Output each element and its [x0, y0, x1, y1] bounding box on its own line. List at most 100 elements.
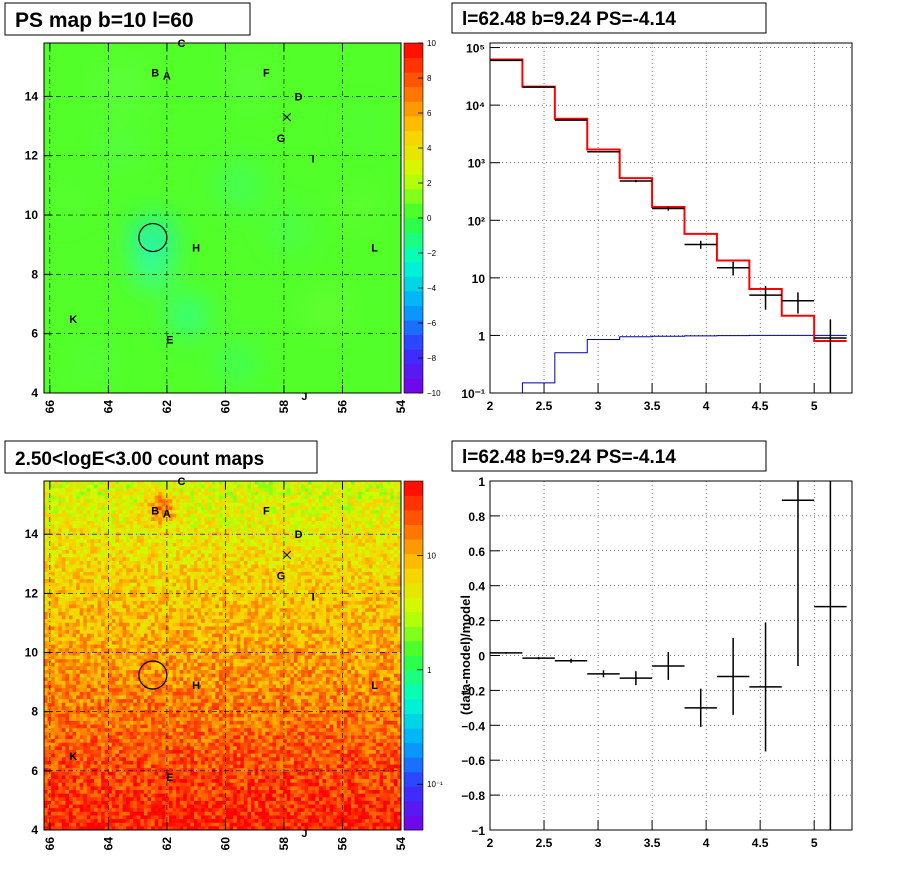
map-cell: [358, 640, 363, 645]
map-cell: [393, 626, 398, 631]
map-cell: [108, 495, 113, 500]
map-cell: [247, 586, 252, 591]
map-cell: [133, 491, 138, 496]
map-cell: [104, 539, 109, 544]
map-cell: [72, 510, 77, 515]
map-cell: [247, 484, 252, 489]
map-cell: [193, 520, 198, 525]
map-cell: [268, 495, 273, 500]
map-cell: [72, 579, 77, 584]
map-cell: [83, 608, 88, 613]
map-cell: [290, 622, 295, 627]
map-cell: [229, 611, 234, 616]
map-cell: [190, 651, 195, 656]
map-cell: [233, 517, 238, 522]
map-cell: [129, 488, 134, 493]
colorbar-step: [404, 130, 423, 146]
map-cell: [229, 535, 234, 540]
map-cell: [347, 586, 352, 591]
map-cell: [129, 626, 134, 631]
map-cell: [101, 648, 105, 653]
map-cell: [379, 557, 384, 562]
map-cell: [336, 499, 341, 504]
map-cell: [143, 557, 148, 562]
map-cell: [376, 568, 380, 573]
map-cell: [368, 557, 373, 562]
map-cell: [329, 539, 334, 544]
map-cell: [247, 499, 252, 504]
map-cell: [186, 633, 191, 638]
map-cell: [129, 597, 134, 602]
map-cell: [340, 502, 345, 507]
map-cell: [272, 597, 277, 602]
map-cell: [104, 568, 109, 573]
map-cell: [193, 491, 198, 496]
map-cell: [318, 484, 323, 489]
colorbar-step: [404, 378, 423, 394]
map-cell: [143, 611, 148, 616]
map-cell: [76, 539, 80, 544]
map-cell: [361, 495, 366, 500]
map-cell: [176, 524, 180, 529]
map-cell: [151, 553, 155, 558]
map-cell: [254, 557, 259, 562]
map-cell: [311, 651, 316, 656]
map-cell: [79, 593, 84, 598]
map-cell: [258, 535, 263, 540]
map-cell: [111, 633, 116, 638]
map-cell: [218, 481, 223, 485]
map-cell: [215, 579, 220, 584]
map-cell: [290, 644, 295, 649]
map-cell: [351, 626, 355, 631]
map-cell: [329, 502, 334, 507]
map-cell: [136, 535, 141, 540]
map-cell: [229, 550, 234, 555]
map-cell: [218, 535, 223, 540]
map-cell: [201, 524, 205, 529]
map-cell: [93, 597, 98, 602]
map-cell: [397, 575, 401, 580]
map-cell: [322, 524, 327, 529]
map-cell: [179, 520, 184, 525]
map-cell: [333, 495, 338, 500]
map-cell: [361, 608, 366, 613]
map-cell: [165, 560, 170, 565]
map-cell: [351, 611, 355, 616]
map-cell: [190, 495, 195, 500]
map-cell: [243, 593, 248, 598]
map-cell: [347, 637, 352, 642]
map-cell: [118, 651, 123, 656]
map-cell: [372, 590, 377, 594]
map-cell: [118, 564, 123, 569]
map-cell: [186, 481, 191, 485]
map-cell: [101, 600, 105, 605]
map-cell: [126, 640, 130, 645]
map-cell: [133, 582, 138, 587]
map-cell: [368, 491, 373, 496]
map-cell: [51, 550, 56, 555]
map-cell: [168, 575, 173, 580]
map-cell: [61, 586, 66, 591]
map-cell: [379, 604, 384, 609]
map-cell: [347, 648, 352, 653]
map-cell: [279, 611, 284, 616]
map-cell: [297, 564, 302, 569]
map-cell: [343, 564, 348, 569]
map-cell: [90, 630, 95, 634]
map-cell: [108, 550, 113, 555]
map-cell: [272, 640, 277, 645]
map-cell: [176, 513, 180, 518]
map-cell: [172, 513, 177, 518]
map-cell: [222, 630, 227, 634]
map-cell: [65, 644, 70, 649]
map-cell: [347, 513, 352, 518]
map-cell: [243, 535, 248, 540]
map-cell: [308, 640, 313, 645]
map-cell: [393, 648, 398, 653]
map-cell: [368, 524, 373, 529]
map-cell: [186, 546, 191, 551]
map-cell: [276, 600, 280, 605]
map-cell: [208, 651, 213, 656]
map-cell: [44, 586, 48, 591]
map-cell: [151, 630, 155, 634]
